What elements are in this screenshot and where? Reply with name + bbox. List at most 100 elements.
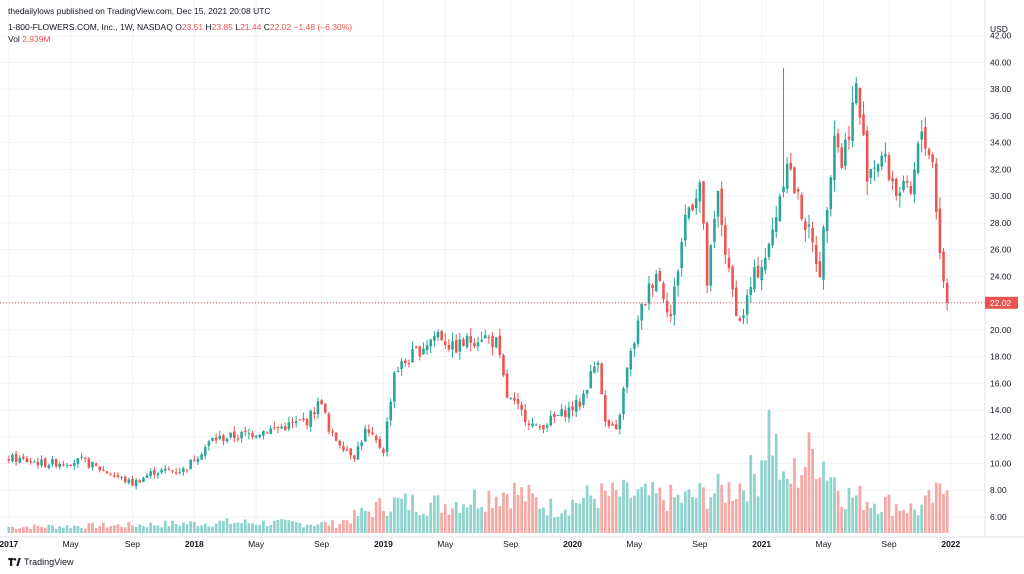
volume-bar <box>149 522 153 533</box>
x-tick-label: Sep <box>503 539 518 549</box>
x-tick-label: Sep <box>314 539 329 549</box>
volume-bar <box>869 507 873 533</box>
x-tick-label: 2021 <box>752 539 771 549</box>
candle-body <box>909 185 913 194</box>
volume-bar <box>407 509 411 533</box>
volume-bar <box>814 479 818 533</box>
volume-bar <box>898 510 902 533</box>
volume-bar <box>225 518 229 533</box>
volume-bar <box>531 493 534 533</box>
tradingview-brand: TradingView <box>24 557 74 567</box>
candle-body <box>505 373 509 398</box>
volume-bar <box>589 495 593 533</box>
candle-body <box>785 163 789 189</box>
candle-body <box>836 133 840 148</box>
volume-bar <box>865 501 869 533</box>
candle-body <box>749 287 753 295</box>
candle-body <box>931 154 934 163</box>
volume-bar <box>800 475 804 533</box>
candle-body <box>920 131 923 140</box>
candle-body <box>662 283 665 300</box>
volume-bar <box>178 525 182 533</box>
y-tick-label: 34.00 <box>990 138 1012 148</box>
candle-body <box>818 261 822 278</box>
candle-body <box>22 456 25 459</box>
x-tick-label: May <box>437 539 454 549</box>
volume-bar <box>192 521 196 533</box>
x-tick-label: 2017 <box>0 539 19 549</box>
candle-body <box>43 458 47 467</box>
tradingview-footer[interactable]: TradingView <box>8 557 74 567</box>
volume-bar <box>716 473 720 533</box>
candle-body <box>764 257 767 271</box>
candle-body <box>320 400 323 405</box>
volume-bar <box>945 490 949 533</box>
volume-bar <box>76 526 80 533</box>
tradingview-logo-icon <box>8 558 21 566</box>
candle-body <box>316 401 320 415</box>
candle-body <box>851 102 854 141</box>
volume-bar <box>462 504 465 533</box>
candle-body <box>309 410 312 427</box>
publisher-line: thedailylows published on TradingView.co… <box>8 6 271 16</box>
candle-body <box>302 418 305 421</box>
candle-body <box>665 301 669 313</box>
candle-body <box>789 162 793 170</box>
candle-body <box>123 476 127 483</box>
candle-body <box>654 273 658 292</box>
candle-body <box>196 458 200 463</box>
candle-body <box>29 461 32 463</box>
volume-bar <box>156 525 160 533</box>
volume-bar <box>392 497 396 533</box>
candle-body <box>644 304 647 306</box>
volume-bar <box>320 522 323 533</box>
candle-body <box>422 348 425 355</box>
x-tick-label: May <box>63 539 80 549</box>
candle-body <box>240 432 243 439</box>
candle-body <box>713 218 716 242</box>
volume-bar <box>578 503 582 533</box>
volume-bar <box>422 514 425 533</box>
change-value: −1.48 (−6.30%) <box>293 22 353 32</box>
volume-bar <box>760 460 764 533</box>
candle-body <box>127 479 131 483</box>
volume-bar <box>843 509 847 533</box>
candle-body <box>673 286 676 315</box>
volume-bar <box>651 481 654 533</box>
candle-body <box>436 331 440 338</box>
candle-body <box>807 224 811 227</box>
candle-body <box>342 446 345 451</box>
candle-body <box>833 135 836 181</box>
volume-bar <box>571 499 574 533</box>
volume-bar <box>585 485 589 533</box>
volume-bar <box>836 490 840 533</box>
y-tick-label: 10.00 <box>990 458 1012 468</box>
candle-body <box>734 287 738 316</box>
volume-bar <box>542 507 545 533</box>
candle-body <box>65 465 69 467</box>
candle-body <box>516 399 520 404</box>
volume-bar <box>236 522 240 533</box>
volume-bar <box>669 484 673 533</box>
volume-bar <box>567 515 571 533</box>
candle-body <box>604 395 607 422</box>
volume-bar <box>269 524 273 533</box>
candle-body <box>243 430 247 433</box>
candle-body <box>465 336 469 348</box>
volume-bar <box>927 490 931 533</box>
candle-body <box>676 271 680 286</box>
volume-bar <box>283 519 287 533</box>
volume-bar <box>767 409 771 533</box>
volume-bar <box>625 482 629 533</box>
candle-body <box>265 432 269 434</box>
volume-bar <box>356 516 360 533</box>
candle-body <box>262 430 265 436</box>
candle-body <box>367 429 371 433</box>
candle-body <box>524 409 527 422</box>
last-price-label: 22.02 <box>990 298 1012 308</box>
candle-body <box>236 438 240 440</box>
volume-bar <box>643 483 647 533</box>
candle-body <box>189 459 192 470</box>
candle-body <box>414 346 418 348</box>
